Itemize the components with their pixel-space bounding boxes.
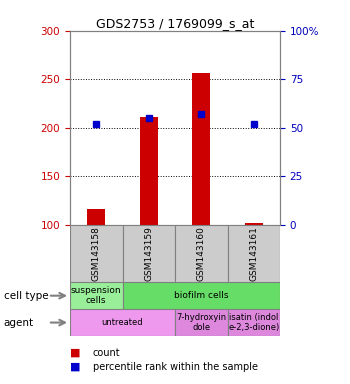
Text: GSM143160: GSM143160	[197, 226, 206, 281]
Text: biofilm cells: biofilm cells	[174, 291, 229, 300]
Bar	[175, 309, 228, 336]
Bar	[70, 282, 122, 309]
Text: ■: ■	[70, 362, 80, 372]
Bar	[122, 282, 280, 309]
Bar	[70, 225, 122, 282]
Bar	[245, 223, 263, 225]
Bar	[122, 225, 175, 282]
Text: 7-hydroxyin
dole: 7-hydroxyin dole	[176, 313, 226, 332]
Text: GSM143158: GSM143158	[92, 226, 101, 281]
Text: cell type: cell type	[4, 291, 48, 301]
Bar	[228, 225, 280, 282]
Text: GSM143161: GSM143161	[249, 226, 258, 281]
Bar	[70, 309, 175, 336]
Bar	[175, 225, 228, 282]
Bar	[228, 309, 280, 336]
Text: GSM143159: GSM143159	[144, 226, 153, 281]
Bar	[192, 73, 210, 225]
Text: agent: agent	[4, 318, 34, 328]
Bar	[140, 117, 158, 225]
Text: count: count	[93, 348, 120, 358]
Text: suspension
cells: suspension cells	[71, 286, 121, 305]
Text: isatin (indol
e-2,3-dione): isatin (indol e-2,3-dione)	[228, 313, 279, 332]
Text: untreated: untreated	[102, 318, 143, 327]
Bar	[87, 209, 105, 225]
Text: GDS2753 / 1769099_s_at: GDS2753 / 1769099_s_at	[96, 17, 254, 30]
Text: ■: ■	[70, 348, 80, 358]
Text: percentile rank within the sample: percentile rank within the sample	[93, 362, 258, 372]
